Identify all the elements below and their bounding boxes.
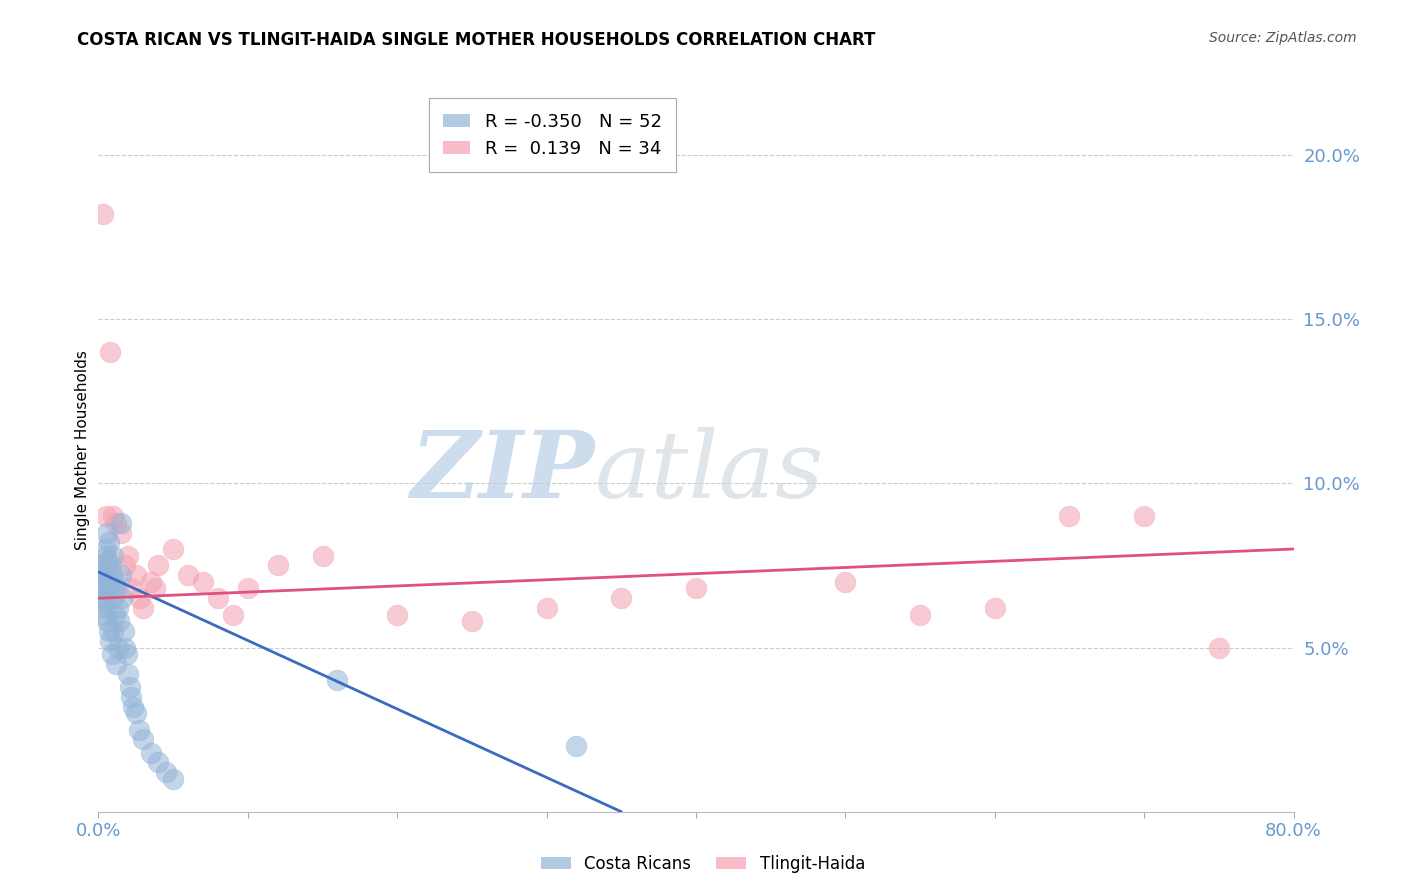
Point (685, 582, 707, 596)
Point (110, 516, 132, 530)
Text: ZIP: ZIP (411, 427, 595, 517)
Text: atlas: atlas (595, 427, 824, 517)
Point (114, 558, 136, 573)
Point (91, 565, 114, 579)
Point (103, 549, 125, 563)
Point (89, 558, 111, 573)
Point (96, 555, 118, 569)
Point (98, 345, 122, 359)
Point (94, 541, 117, 556)
Text: Source: ZipAtlas.com: Source: ZipAtlas.com (1209, 31, 1357, 45)
Point (908, 607, 931, 622)
Point (98, 558, 122, 573)
Point (101, 568, 124, 582)
Point (139, 574, 162, 589)
Point (236, 582, 259, 596)
Point (105, 657, 128, 671)
Point (105, 516, 128, 530)
Point (139, 746, 162, 760)
Point (117, 666, 139, 681)
Point (1059, 509, 1081, 524)
Point (132, 601, 155, 615)
Point (103, 509, 125, 524)
Point (107, 640, 129, 655)
Point (93, 582, 115, 596)
Point (90, 574, 112, 589)
Point (107, 601, 129, 615)
Point (143, 582, 166, 596)
Point (1133, 509, 1156, 524)
Y-axis label: Single Mother Households: Single Mother Households (75, 351, 90, 550)
Point (162, 541, 184, 556)
Point (97, 574, 120, 589)
Point (94, 601, 117, 615)
Point (97, 624, 120, 639)
Point (104, 574, 127, 589)
Point (114, 640, 136, 655)
Point (93, 568, 115, 582)
Point (267, 558, 290, 573)
Point (121, 699, 143, 714)
Point (207, 591, 229, 606)
Point (93, 594, 115, 608)
Point (191, 574, 214, 589)
Point (91, 207, 114, 221)
Point (125, 568, 148, 582)
Point (105, 582, 128, 596)
Point (177, 568, 200, 582)
Point (98, 582, 122, 596)
Point (96, 525, 118, 540)
Point (118, 680, 141, 694)
Point (565, 739, 588, 753)
Point (110, 525, 132, 540)
Point (91, 591, 114, 606)
Point (115, 647, 138, 661)
Point (90, 582, 112, 596)
Point (117, 549, 139, 563)
Point (103, 591, 125, 606)
Legend: R = -0.350   N = 52, R =  0.139   N = 34: R = -0.350 N = 52, R = 0.139 N = 34 (429, 98, 676, 172)
Point (536, 601, 558, 615)
Point (91, 607, 114, 622)
Point (222, 607, 245, 622)
Point (120, 690, 142, 704)
Point (103, 624, 125, 639)
Point (94, 509, 117, 524)
Point (97, 535, 120, 549)
Point (834, 574, 856, 589)
Point (326, 673, 349, 688)
Point (385, 607, 409, 622)
Point (104, 607, 127, 622)
Point (1208, 640, 1230, 655)
Point (128, 723, 150, 737)
Point (98, 634, 122, 648)
Point (155, 765, 177, 780)
Point (148, 756, 170, 770)
Point (94, 549, 117, 563)
Point (96, 614, 118, 628)
Point (108, 614, 131, 628)
Point (112, 624, 135, 639)
Point (984, 601, 1007, 615)
Point (610, 591, 633, 606)
Point (162, 772, 184, 786)
Legend: Costa Ricans, Tlingit-Haida: Costa Ricans, Tlingit-Haida (534, 848, 872, 880)
Point (132, 732, 155, 747)
Point (120, 582, 142, 596)
Point (111, 591, 134, 606)
Point (101, 647, 124, 661)
Point (148, 558, 170, 573)
Point (461, 614, 484, 628)
Point (311, 549, 333, 563)
Point (125, 706, 148, 721)
Point (110, 568, 132, 582)
Text: COSTA RICAN VS TLINGIT-HAIDA SINGLE MOTHER HOUSEHOLDS CORRELATION CHART: COSTA RICAN VS TLINGIT-HAIDA SINGLE MOTH… (77, 31, 876, 49)
Point (129, 591, 152, 606)
